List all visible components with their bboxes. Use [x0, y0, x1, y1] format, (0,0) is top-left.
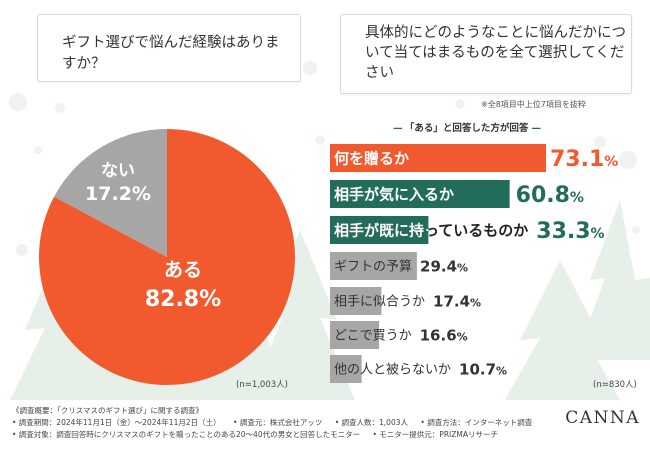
footer-method: • 調査方法：インターネット調査	[420, 418, 533, 427]
pie-label-1: ない	[101, 161, 135, 181]
n-left-label: (n=1,003人)	[236, 380, 288, 390]
n-right-label: (n=830人)	[593, 380, 637, 390]
bar-6	[330, 355, 362, 383]
bar-label-4: 相手に似合うか	[334, 295, 425, 310]
footer-line-3: • 調査対象：調査回答時にクリスマスのギフトを贈ったことのある20〜40代の男女…	[12, 429, 508, 440]
footer-count: • 調査人数：1,003人	[334, 418, 408, 427]
canna-logo: CANNA	[565, 408, 640, 428]
bar-value-3: 29.4%	[420, 257, 468, 275]
footer-target: • 調査対象：調査回答時にクリスマスのギフトを贈ったことのある20〜40代の男女…	[12, 430, 361, 439]
bar-value-6: 10.7%	[459, 360, 507, 378]
pie-slice-1	[54, 129, 167, 257]
bar-label-3: ギフトの予算	[334, 260, 412, 275]
footer-line-2: • 調査期間：2024年11月1日（金）〜2024年11月2日（土） • 調査元…	[12, 417, 542, 428]
footer-title: 《調査概要：「クリスマスのギフト選び」に関する調査》	[12, 406, 204, 415]
subtitle-dash-right: —	[531, 123, 541, 134]
footer-source: • 調査元：株式会社アッツ	[233, 418, 323, 427]
bar-label-overlay-2: 相手が既に持っているものか	[334, 221, 528, 239]
question-card-right: 具体的にどのようなことに悩んだかについて当てはまるものを全て選択してください	[340, 14, 632, 94]
bar-chart: 何を贈るか 73.1%相手が気に入るか 60.8%相手が既に持っているものか相手が既…	[330, 144, 618, 383]
subtitle-dash-left: —	[393, 123, 402, 134]
bar-label-6: 他の人と被らないか	[334, 363, 451, 378]
note-top: ※全8項目中上位7項目を抜粋	[481, 100, 586, 109]
footer-period: • 調査期間：2024年11月1日（金）〜2024年11月2日（土）	[12, 418, 221, 427]
bar-value-0: 73.1%	[550, 147, 618, 172]
question-card-left: ギフト選びで悩んだ経験はありますか？	[37, 14, 301, 82]
bar-value-2: 33.3%	[536, 219, 604, 244]
footer-provider: • モニター提供元：PRIZMAリサーチ	[372, 430, 498, 439]
bar-4	[330, 287, 382, 315]
footer: 《調査概要：「クリスマスのギフト選び」に関する調査》 • 調査期間：2024年1…	[0, 400, 650, 450]
bar-value-5: 16.6%	[420, 326, 468, 344]
bar-chart-subtitle: — 「ある」と回答した方が回答 —	[393, 120, 541, 134]
bar-label-5: どこで買うか	[334, 329, 412, 344]
bar-label-0: 何を贈るか	[334, 149, 409, 167]
bar-0	[330, 144, 546, 172]
bar-label-2: 相手が既に持っているものか	[334, 221, 528, 239]
bar-value-1: 60.8%	[516, 183, 584, 208]
bar-5	[330, 321, 380, 349]
question-left-text: ギフト選びで悩んだ経験はありますか？	[62, 35, 280, 72]
pie-label-0: ある	[164, 259, 202, 281]
bar-value-4: 17.4%	[433, 292, 481, 310]
bar-label-1: 相手が気に入るか	[334, 185, 454, 203]
pie-slice-0	[38, 129, 296, 385]
pie-value-1: 17.2%	[85, 183, 151, 205]
bar-2	[330, 216, 429, 244]
pie-value-0: 82.8%	[145, 287, 221, 312]
bar-1	[330, 180, 510, 208]
question-right-text: 具体的にどのようなことに悩んだかについて当てはまるものを全て選択してください	[365, 25, 626, 81]
bar-3	[330, 252, 417, 280]
subtitle-text: 「ある」と回答した方が回答	[404, 123, 529, 134]
